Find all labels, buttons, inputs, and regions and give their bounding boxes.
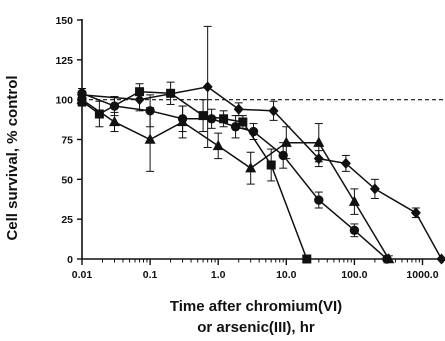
diamond-marker	[436, 253, 445, 265]
square-marker	[266, 160, 276, 170]
triangle-marker	[348, 195, 360, 206]
square-marker	[198, 111, 208, 121]
square-marker	[94, 109, 104, 119]
x-axis-label-line-1: Time after chromium(VI)	[170, 298, 342, 315]
x-tick-label: 0.01	[72, 269, 93, 281]
x-axis-label-line-2: or arsenic(III), hr	[197, 319, 315, 336]
diamond-marker	[340, 157, 351, 169]
triangle-marker	[212, 139, 224, 151]
x-tick-label: 10.0	[276, 269, 297, 281]
circle-marker	[230, 122, 241, 132]
diamond-marker	[134, 94, 145, 106]
y-axis-label: Cell survival, % control	[4, 75, 21, 240]
diamond-marker	[369, 183, 380, 195]
triangle-marker	[280, 136, 292, 147]
diamond-marker	[410, 207, 421, 219]
diamond-marker	[268, 105, 279, 117]
y-tick-label: 125	[55, 55, 73, 67]
y-tick-label: 50	[61, 174, 73, 186]
x-tick-label: 100.0	[341, 269, 367, 281]
series-line	[81, 99, 390, 260]
triangle-marker	[144, 133, 156, 144]
x-tick-label: 1000.0	[406, 269, 438, 281]
axes	[77, 19, 444, 265]
triangle-marker	[245, 162, 257, 173]
circle-marker	[206, 114, 217, 124]
series-layer	[76, 25, 445, 265]
square-marker	[238, 117, 248, 127]
diamond-marker	[202, 81, 213, 93]
x-tick-label: 0.1	[143, 269, 158, 281]
series-circle	[77, 88, 392, 264]
y-tick-label: 0	[67, 254, 73, 266]
series-line	[81, 92, 388, 260]
y-tick-label: 150	[55, 15, 73, 27]
triangle-marker	[108, 115, 120, 127]
tick-labels: 0 25 50 75 100 125 150 0.01 0.1 1.0 10.0 100.0 1000.…	[55, 15, 438, 281]
square-marker	[302, 254, 312, 264]
circle-marker	[314, 195, 324, 205]
square-marker	[219, 114, 229, 124]
series-line	[81, 86, 443, 260]
series-triangle	[76, 92, 395, 264]
circle-marker	[278, 150, 288, 161]
diamond-marker	[77, 89, 87, 101]
y-tick-label: 100	[55, 95, 73, 107]
triangle-marker	[313, 136, 325, 147]
diamond-marker	[233, 103, 244, 115]
triangle-marker	[383, 253, 395, 264]
diamond-marker	[313, 153, 324, 165]
y-tick-label: 25	[61, 214, 73, 226]
triangle-marker	[177, 115, 189, 127]
circle-marker	[109, 101, 120, 111]
y-tick-label: 75	[61, 135, 73, 147]
x-tick-label: 1.0	[211, 269, 226, 281]
circle-marker	[349, 225, 360, 236]
series-diamond	[77, 25, 445, 265]
circle-marker	[248, 126, 259, 137]
